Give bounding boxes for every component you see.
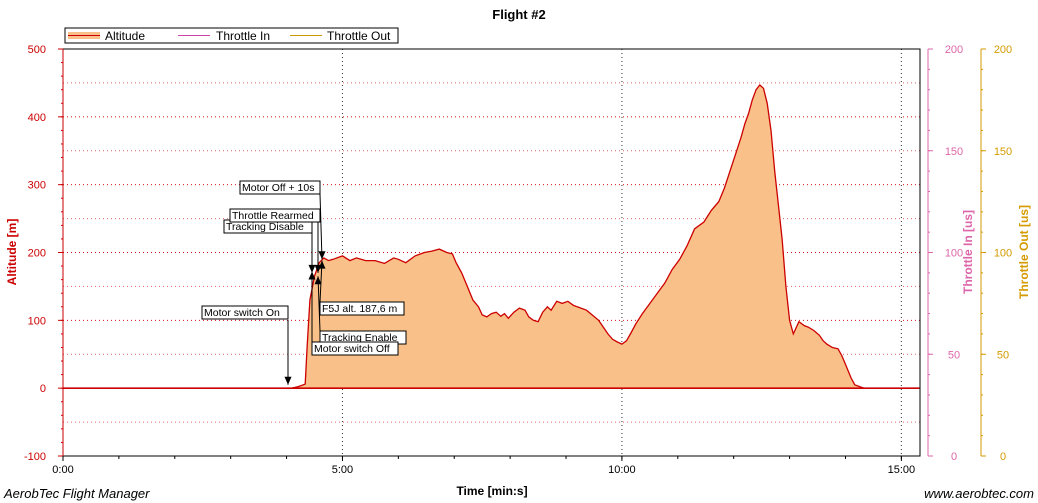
x-tick-label: 10:00 [608, 464, 636, 476]
x-axis-title: Time [min:s] [456, 484, 527, 498]
annotation: Motor Off + 10s [239, 180, 326, 260]
annotation-box [229, 208, 321, 223]
x-tick-label: 15:00 [888, 464, 916, 476]
annotations: Motor switch On Tracking DisableThrottle … [201, 180, 407, 385]
y-right1-tick-label: 200 [945, 44, 963, 56]
y-right2-tick-label: 50 [997, 349, 1009, 361]
annotation-marker [284, 376, 292, 385]
y-tick-label: 100 [28, 315, 46, 327]
annotation-label: Motor switch Off [314, 343, 390, 355]
y-axis-title-altitude: Altitude [m] [5, 219, 19, 286]
y-axis-title-throttle-in: Throttle In [us] [961, 210, 975, 294]
annotation-label: Throttle Rearmed [232, 210, 314, 222]
axes [58, 48, 986, 461]
annotation: F5J alt. 187,6 m [318, 260, 405, 316]
altitude-area [63, 85, 920, 389]
annotation-label: F5J alt. 187,6 m [322, 303, 398, 315]
annotation: Tracking Enable [314, 276, 407, 345]
chart-title: Flight #2 [492, 7, 545, 22]
annotation: Tracking Disable [223, 219, 316, 273]
legend-label-altitude: Altitude [105, 29, 145, 43]
y-right2-tick-label: 0 [1000, 451, 1006, 463]
grid [63, 49, 920, 456]
annotation: Motor switch On [201, 305, 292, 385]
legend-label-throttle-in: Throttle In [216, 29, 270, 43]
footer-app-name: AerobTec Flight Manager [3, 486, 150, 501]
annotation-box [311, 341, 399, 356]
annotation-box [319, 301, 405, 316]
annotation-marker [318, 251, 326, 260]
y-right1-tick-label: 50 [948, 349, 960, 361]
altitude-line [63, 84, 920, 389]
y-tick-label: 300 [28, 180, 46, 192]
legend-frame [64, 27, 399, 44]
y-tick-label: 0 [40, 383, 46, 395]
annotation-marker [314, 276, 322, 285]
y-tick-label: 200 [28, 248, 46, 260]
series-layer [63, 84, 920, 457]
annotation-box [201, 305, 289, 320]
y-tick-label: 400 [28, 112, 46, 124]
y-tick-label: 500 [28, 44, 46, 56]
annotation-label: Tracking Disable [226, 221, 304, 233]
y-right2-tick-label: 150 [994, 146, 1012, 158]
y-right1-tick-label: 100 [945, 248, 963, 260]
annotation-leader [319, 193, 323, 260]
y-right2-tick-label: 100 [994, 248, 1012, 260]
annotation-marker [318, 260, 326, 269]
annotation-label: Tracking Enable [322, 332, 398, 344]
y-axis-title-throttle-out: Throttle Out [us] [1017, 205, 1031, 299]
legend: Altitude Throttle In Throttle Out [64, 27, 399, 44]
y-right1-tick-label: 150 [945, 146, 963, 158]
tick-labels: -100 0 100 200 300 400 500 0 50 100 150 200 0 50 100 15… [24, 44, 1012, 476]
annotation-label: Motor switch On [204, 307, 280, 319]
x-tick-label: 0:00 [52, 464, 73, 476]
annotation: Throttle Rearmed [229, 208, 322, 273]
x-tick-label: 5:00 [332, 464, 353, 476]
y-right2-tick-label: 200 [994, 44, 1012, 56]
annotation-leader [317, 276, 321, 332]
footer-website: www.aerobtec.com [924, 486, 1034, 501]
annotation: Motor switch Off [308, 271, 399, 356]
legend-label-throttle-out: Throttle Out [327, 29, 391, 43]
annotation-label: Motor Off + 10s [242, 182, 314, 194]
annotation-marker [308, 271, 316, 280]
y-right1-tick-label: 0 [951, 451, 957, 463]
y-tick-label: -100 [24, 451, 46, 463]
annotation-box [239, 180, 321, 195]
annotation-marker [308, 264, 316, 273]
